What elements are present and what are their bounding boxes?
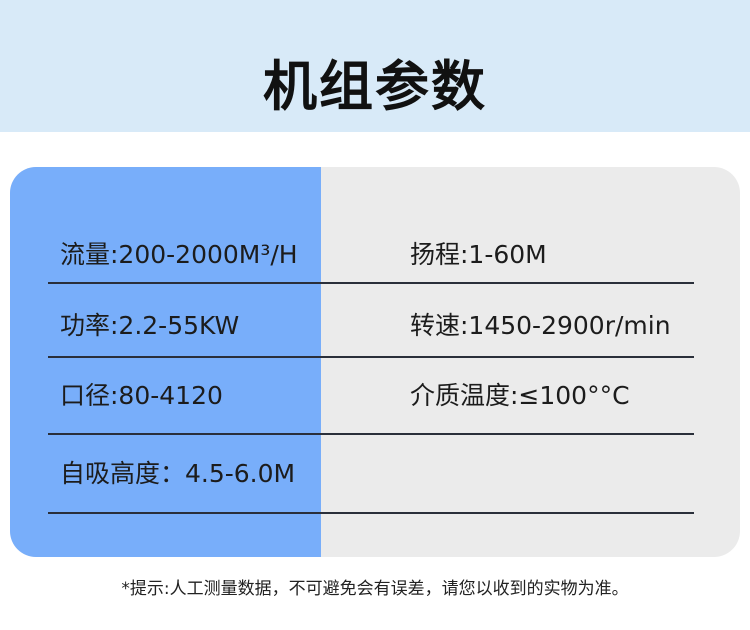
page-title: 机组参数 (263, 55, 487, 118)
param-flow: 流量:200-2000M³/H (60, 240, 298, 269)
param-suction-height: 自吸高度：4.5-6.0M (60, 459, 296, 488)
params-card (10, 167, 740, 557)
divider (48, 356, 694, 358)
param-diameter: 口径:80-4120 (60, 381, 223, 410)
param-medium-temp: 介质温度:≤100°°C (410, 381, 630, 410)
header-band (0, 0, 750, 132)
left-column-bg (10, 167, 321, 557)
param-speed: 转速:1450-2900r/min (410, 311, 671, 340)
footnote: *提示:人工测量数据，不可避免会有误差，请您以收到的实物为准。 (121, 579, 629, 599)
param-head: 扬程:1-60M (410, 240, 547, 269)
param-power: 功率:2.2-55KW (60, 311, 240, 340)
divider (48, 282, 694, 284)
divider (48, 433, 694, 435)
divider (48, 512, 694, 514)
